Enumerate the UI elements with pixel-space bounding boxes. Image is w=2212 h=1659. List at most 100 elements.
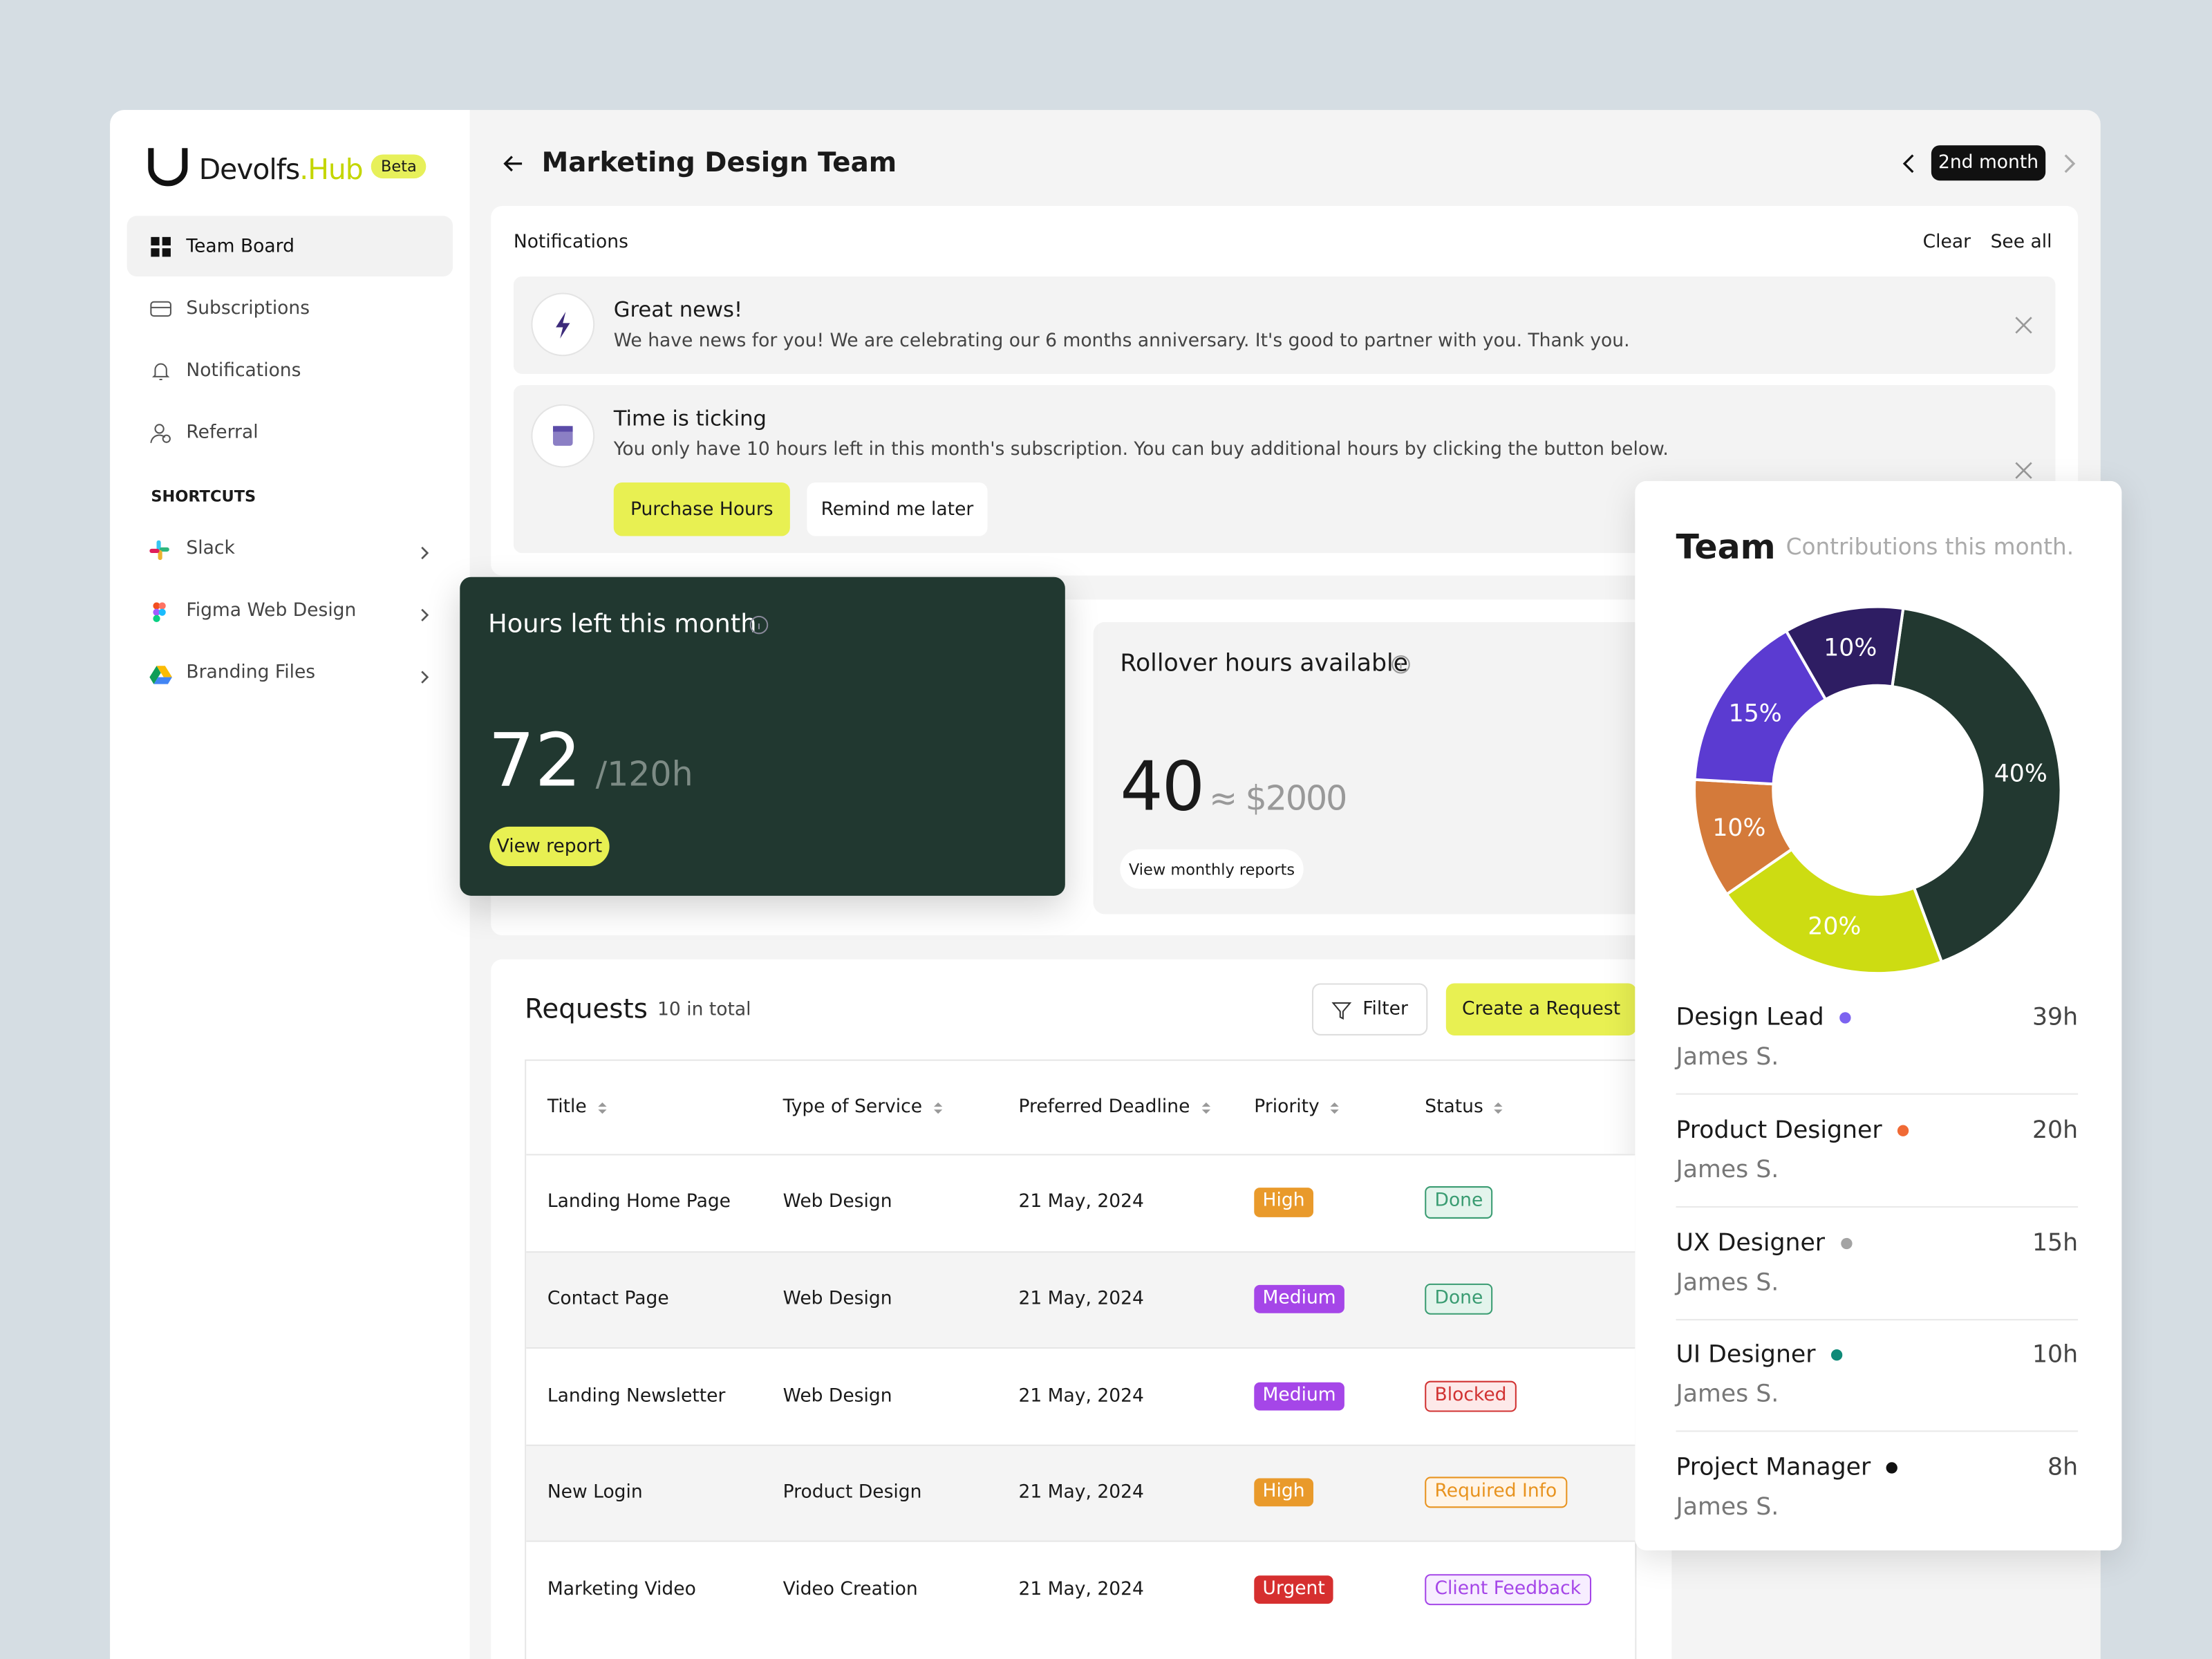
column-header: Priority <box>1254 1098 1340 1117</box>
donut-segment <box>1891 606 2063 964</box>
monthly-reports-button[interactable]: View monthly reports <box>1120 849 1304 889</box>
segment-label: 10% <box>1824 634 1877 662</box>
requests-title: Requests <box>525 993 648 1025</box>
filter-icon <box>1331 1001 1351 1020</box>
priority-badge: High <box>1254 1188 1313 1217</box>
create-request-button[interactable]: Create a Request <box>1445 983 1637 1035</box>
member-role: Design Lead <box>1676 1006 1851 1031</box>
table-row[interactable] <box>526 1347 1635 1445</box>
see-all-button[interactable]: See all <box>1990 232 2052 254</box>
period-badge: 2nd month <box>1931 145 2046 181</box>
member-role: Project Manager <box>1676 1456 1898 1481</box>
notifications-title: Notifications <box>513 232 628 254</box>
role-dot <box>1897 1125 1909 1136</box>
donut-segment <box>1725 847 1944 975</box>
shortcut-icon <box>149 663 172 690</box>
segment-label: 20% <box>1808 912 1861 940</box>
member-name: James S. <box>1676 1043 1779 1071</box>
priority-badge: Medium <box>1254 1381 1344 1411</box>
nav-item[interactable]: Subscriptions <box>186 298 310 320</box>
cell-service: Web Design <box>782 1288 892 1310</box>
shortcut-icon <box>149 601 169 628</box>
dismiss-button[interactable] <box>2014 316 2033 335</box>
divider <box>1676 1093 2079 1095</box>
cell-deadline: 21 May, 2024 <box>1018 1579 1144 1600</box>
divider <box>1676 1318 2079 1320</box>
column-header: Preferred Deadline <box>1018 1098 1210 1117</box>
member-hours: 10h <box>2032 1341 2079 1370</box>
brand-name: Devolfs <box>198 152 301 187</box>
donut-segment <box>1784 605 1905 702</box>
cell-deadline: 21 May, 2024 <box>1018 1288 1144 1310</box>
status-badge: Required Info <box>1425 1477 1567 1509</box>
segment-label: 10% <box>1712 814 1765 842</box>
cell-deadline: 21 May, 2024 <box>1018 1192 1144 1213</box>
remind-button[interactable]: Remind me later <box>807 482 988 536</box>
status-badge: Client Feedback <box>1425 1573 1591 1606</box>
member-hours: 8h <box>2047 1454 2079 1483</box>
logo-icon <box>148 148 188 187</box>
nav-item[interactable]: Notifications <box>186 360 301 382</box>
page-title: Marketing Design Team <box>541 147 897 179</box>
member-role: UI Designer <box>1676 1344 1843 1369</box>
requests-count: 10 in total <box>657 999 751 1021</box>
notification-icon <box>531 404 595 468</box>
cell-title: Marketing Video <box>547 1579 696 1600</box>
view-report-button[interactable]: View report <box>489 826 610 867</box>
segment-label: 40% <box>1994 760 2047 787</box>
notification-text: You only have 10 hours left in this mont… <box>613 439 1669 461</box>
next-period[interactable] <box>2061 152 2078 175</box>
nav-icon <box>149 298 172 326</box>
rollover-title: Rollover hours available <box>1120 649 1409 678</box>
status-badge: Done <box>1425 1283 1493 1315</box>
member-role: Product Designer <box>1676 1118 1909 1143</box>
filter-button[interactable]: Filter <box>1311 983 1428 1035</box>
priority-badge: Urgent <box>1254 1575 1334 1604</box>
prev-period[interactable] <box>1900 152 1917 175</box>
hours-total: /120h <box>595 754 693 794</box>
brand-suffix: .Hub <box>299 152 363 187</box>
priority-badge: High <box>1254 1478 1313 1508</box>
rollover-value-row: 40 ≈ $2000 <box>1120 753 1347 821</box>
nav-item[interactable]: Referral <box>186 422 259 444</box>
shortcut-item[interactable]: Branding Files <box>186 662 316 684</box>
rollover-equivalent: ≈ $2000 <box>1209 778 1347 818</box>
donut-chart: 40% 20% 10% 15% 10% <box>1692 605 2063 975</box>
divider <box>1676 1206 2079 1208</box>
notification-title: Time is ticking <box>613 405 767 431</box>
role-dot <box>1831 1349 1843 1362</box>
nav-icon <box>149 422 172 450</box>
status-badge: Blocked <box>1425 1380 1517 1412</box>
notification-title: Great news! <box>613 297 743 323</box>
hours-value: 72 <box>488 719 582 805</box>
nav-item[interactable]: Team Board <box>186 236 294 258</box>
member-hours: 39h <box>2032 1004 2079 1032</box>
shortcuts-title: SHORTCUTS <box>151 487 256 506</box>
notification-card <box>513 276 2056 374</box>
cell-title: Contact Page <box>547 1288 669 1310</box>
chevron <box>419 602 430 629</box>
notification-icon <box>531 292 595 357</box>
status-badge: Done <box>1425 1186 1493 1219</box>
back-button[interactable] <box>503 152 525 175</box>
column-label: Title <box>547 1096 587 1118</box>
clear-button[interactable]: Clear <box>1922 232 1971 254</box>
nav-icon <box>149 359 172 388</box>
member-hours: 15h <box>2032 1228 2079 1257</box>
member-hours: 20h <box>2032 1116 2079 1145</box>
shortcut-item[interactable]: Slack <box>186 538 235 560</box>
nav-active <box>126 216 453 276</box>
shortcut-item[interactable]: Figma Web Design <box>186 600 357 621</box>
column-header: Status <box>1425 1098 1503 1117</box>
cell-title: Landing Home Page <box>547 1192 731 1213</box>
column-header: Title <box>547 1096 607 1118</box>
dismiss-button[interactable] <box>2014 461 2033 480</box>
purchase-button[interactable]: Purchase Hours <box>613 482 790 536</box>
divider <box>1676 1431 2079 1433</box>
cell-service: Web Design <box>782 1192 892 1213</box>
info-icon <box>1391 655 1410 674</box>
sidebar <box>110 110 470 1659</box>
info-icon <box>749 615 769 635</box>
column-label: Type of Service <box>782 1096 923 1118</box>
